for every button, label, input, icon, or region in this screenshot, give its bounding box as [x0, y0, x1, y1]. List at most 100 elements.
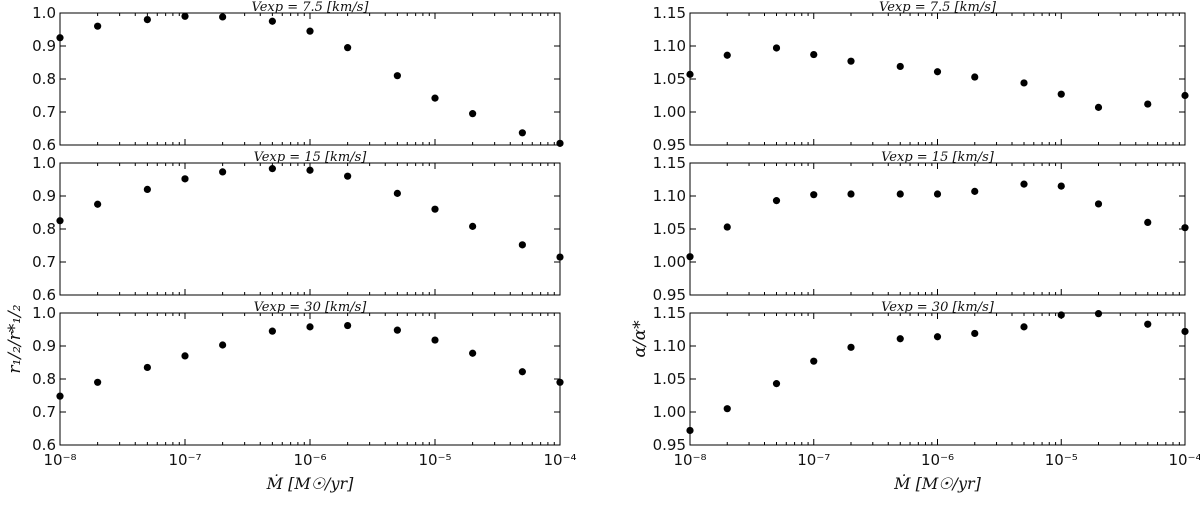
x-tick-label: 10⁻⁴ — [543, 451, 576, 469]
x-tick-label: 10⁻⁸ — [43, 451, 76, 469]
x-tick-label: 10⁻⁷ — [168, 451, 201, 469]
data-point — [306, 323, 314, 331]
y-tick-label: 1.10 — [653, 37, 686, 55]
data-point — [94, 22, 102, 30]
y-tick-label: 1.15 — [653, 154, 686, 172]
data-point — [518, 368, 526, 376]
data-point — [1144, 218, 1152, 226]
data-point — [1144, 100, 1152, 108]
data-point — [268, 165, 276, 173]
data-point — [56, 34, 64, 42]
data-point — [847, 190, 855, 198]
x-tick-label: 10⁻⁴ — [1168, 451, 1200, 469]
data-point — [772, 380, 781, 388]
panel-title: Vexp = 7.5 [km/s] — [879, 0, 997, 15]
data-point — [971, 187, 979, 195]
panel-right-1: Vexp = 15 [km/s] 0.95 1.00 1.05 1.10 1.15 — [653, 150, 1189, 304]
x-tick-label: 10⁻⁷ — [797, 451, 830, 469]
data-point — [1020, 79, 1028, 87]
panel-left-2: Vexp = 30 [km/s] 0.6 0.7 0.8 0.9 1.0 — [32, 300, 564, 454]
y-tick-label: 0.9 — [32, 337, 56, 355]
y-tick-label: 1.0 — [32, 304, 56, 322]
y-tick-label: 1.00 — [653, 103, 686, 121]
data-point — [219, 168, 227, 176]
data-point — [469, 349, 477, 357]
y-tick-label: 0.8 — [32, 370, 56, 388]
y-tick-label: 1.05 — [653, 70, 686, 88]
data-point — [933, 68, 942, 76]
data-point — [181, 352, 189, 360]
data-point — [1057, 311, 1065, 319]
data-point — [810, 357, 818, 365]
data-point — [723, 51, 731, 59]
data-point — [306, 166, 314, 174]
data-point — [556, 378, 564, 386]
data-point — [518, 129, 526, 137]
y-tick-label: 1.00 — [653, 403, 686, 421]
panel-title: Vexp = 30 [km/s] — [881, 300, 995, 315]
data-point — [306, 27, 314, 35]
panel-title: Vexp = 15 [km/s] — [254, 150, 368, 165]
x-tick-label: 10⁻⁸ — [673, 451, 706, 469]
y-tick-label: 0.95 — [653, 436, 686, 454]
y-tick-label: 1.0 — [32, 4, 56, 22]
data-point — [518, 241, 526, 249]
y-tick-label: 0.9 — [32, 187, 56, 205]
data-point — [1181, 327, 1189, 336]
data-point — [933, 333, 942, 341]
data-point — [556, 253, 564, 261]
data-point — [810, 50, 818, 59]
y-tick-label: 0.9 — [32, 37, 56, 55]
data-point — [181, 175, 189, 183]
data-point — [344, 172, 352, 180]
data-point — [1020, 323, 1028, 331]
x-tick-label: 10⁻⁶ — [921, 451, 954, 469]
panel-right-2: Vexp = 30 [km/s] 0.95 1.00 1.05 1.10 1.15 — [653, 300, 1189, 454]
data-point — [686, 426, 694, 435]
data-point — [1094, 103, 1103, 111]
data-point — [971, 73, 979, 81]
data-point — [723, 405, 731, 413]
data-point — [971, 329, 979, 338]
y-axis-label: r₁/₂/r*₁/₂ — [5, 304, 25, 373]
data-point — [772, 197, 781, 205]
data-point — [143, 16, 151, 24]
data-point — [1057, 90, 1065, 98]
data-point — [810, 191, 818, 199]
y-tick-label: 1.05 — [653, 370, 686, 388]
panel-frame — [689, 162, 1186, 296]
data-point — [933, 190, 942, 198]
y-axis-label: α/α* — [630, 320, 650, 358]
data-point — [847, 57, 855, 65]
y-tick-label: 1.10 — [653, 337, 686, 355]
y-tick-label: 1.15 — [653, 304, 686, 322]
y-tick-label: 1.00 — [653, 253, 686, 271]
data-point — [219, 341, 227, 349]
data-point — [847, 343, 855, 351]
data-point — [1020, 180, 1028, 188]
data-point — [686, 253, 694, 261]
panel-title: Vexp = 15 [km/s] — [881, 150, 995, 165]
y-tick-label: 1.05 — [653, 220, 686, 238]
x-tick-label: 10⁻⁶ — [293, 451, 326, 469]
data-point — [344, 44, 352, 52]
data-point — [1094, 310, 1103, 318]
y-tick-label: 0.6 — [32, 436, 56, 454]
data-point — [431, 94, 439, 102]
panel-frame — [59, 162, 561, 296]
panel-left-0: Vexp = 7.5 [km/s] 0.6 0.7 0.8 0.9 1.0 — [32, 0, 564, 154]
data-point — [143, 363, 151, 372]
data-point — [556, 139, 564, 147]
x-axis-label: Ṁ [M☉/yr] — [266, 473, 355, 493]
data-point — [393, 189, 401, 197]
y-tick-label: 0.7 — [32, 253, 56, 271]
data-point — [772, 44, 781, 52]
data-point — [181, 12, 189, 20]
y-tick-label: 0.8 — [32, 70, 56, 88]
y-tick-label: 0.95 — [653, 286, 686, 304]
data-point — [431, 205, 439, 213]
data-point — [469, 110, 477, 118]
data-point — [268, 17, 276, 25]
